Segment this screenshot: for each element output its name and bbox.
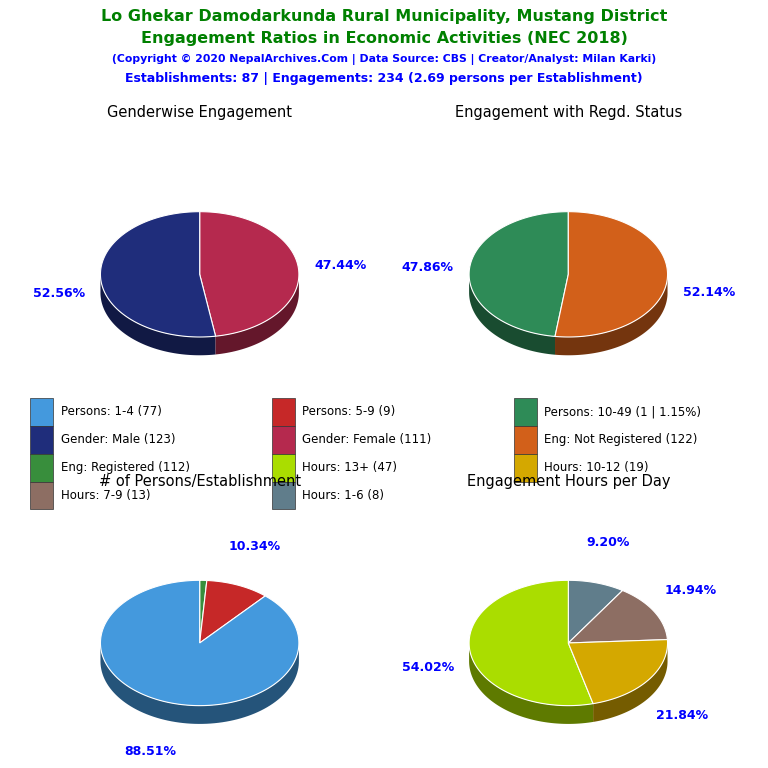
Text: Lo Ghekar Damodarkunda Rural Municipality, Mustang District: Lo Ghekar Damodarkunda Rural Municipalit… [101,9,667,25]
Text: 9.20%: 9.20% [587,536,631,549]
Text: 10.34%: 10.34% [228,540,280,553]
Bar [272,482,295,509]
Text: Eng: Registered (112): Eng: Registered (112) [61,461,190,474]
Polygon shape [101,212,216,337]
Text: Eng: Not Registered (122): Eng: Not Registered (122) [545,433,697,446]
Polygon shape [101,581,299,706]
Text: 21.84%: 21.84% [656,709,708,722]
Text: Hours: 1-6 (8): Hours: 1-6 (8) [303,489,385,502]
Bar [30,482,53,509]
Title: # of Persons/Establishment: # of Persons/Establishment [98,474,301,489]
Title: Genderwise Engagement: Genderwise Engagement [108,105,292,121]
Polygon shape [568,640,667,703]
Polygon shape [568,591,667,643]
Text: 52.14%: 52.14% [683,286,735,299]
Text: 54.02%: 54.02% [402,660,455,674]
Text: 47.86%: 47.86% [402,261,454,274]
Text: Persons: 10-49 (1 | 1.15%): Persons: 10-49 (1 | 1.15%) [545,406,701,418]
Polygon shape [469,581,593,706]
Polygon shape [469,212,568,336]
Polygon shape [200,581,265,643]
Text: Establishments: 87 | Engagements: 234 (2.69 persons per Establishment): Establishments: 87 | Engagements: 234 (2… [125,72,643,85]
Text: Engagement Ratios in Economic Activities (NEC 2018): Engagement Ratios in Economic Activities… [141,31,627,46]
Text: Gender: Female (111): Gender: Female (111) [303,433,432,446]
Text: 52.56%: 52.56% [33,287,85,300]
Text: Persons: 1-4 (77): Persons: 1-4 (77) [61,406,161,418]
Text: Persons: 5-9 (9): Persons: 5-9 (9) [303,406,396,418]
Polygon shape [216,274,299,355]
Polygon shape [101,275,216,356]
Title: Engagement with Regd. Status: Engagement with Regd. Status [455,105,682,121]
Bar [514,454,537,482]
Polygon shape [568,581,623,643]
Bar [514,425,537,454]
Polygon shape [200,581,207,643]
Bar [272,425,295,454]
Text: (Copyright © 2020 NepalArchives.Com | Data Source: CBS | Creator/Analyst: Milan : (Copyright © 2020 NepalArchives.Com | Da… [112,54,656,65]
Bar [272,398,295,425]
Bar [30,398,53,425]
Bar [30,425,53,454]
Text: Gender: Male (123): Gender: Male (123) [61,433,175,446]
Polygon shape [555,212,667,337]
Text: 47.44%: 47.44% [314,260,366,273]
Bar [272,454,295,482]
Polygon shape [555,274,667,356]
Text: 14.94%: 14.94% [664,584,717,598]
Polygon shape [593,643,667,722]
Polygon shape [200,212,299,336]
Text: Hours: 7-9 (13): Hours: 7-9 (13) [61,489,150,502]
Polygon shape [469,275,555,355]
Polygon shape [101,642,299,724]
Title: Engagement Hours per Day: Engagement Hours per Day [467,474,670,489]
Bar [514,398,537,425]
Text: Hours: 10-12 (19): Hours: 10-12 (19) [545,461,649,474]
Text: 88.51%: 88.51% [124,745,176,758]
Bar [30,454,53,482]
Text: Hours: 13+ (47): Hours: 13+ (47) [303,461,397,474]
Polygon shape [469,644,593,724]
